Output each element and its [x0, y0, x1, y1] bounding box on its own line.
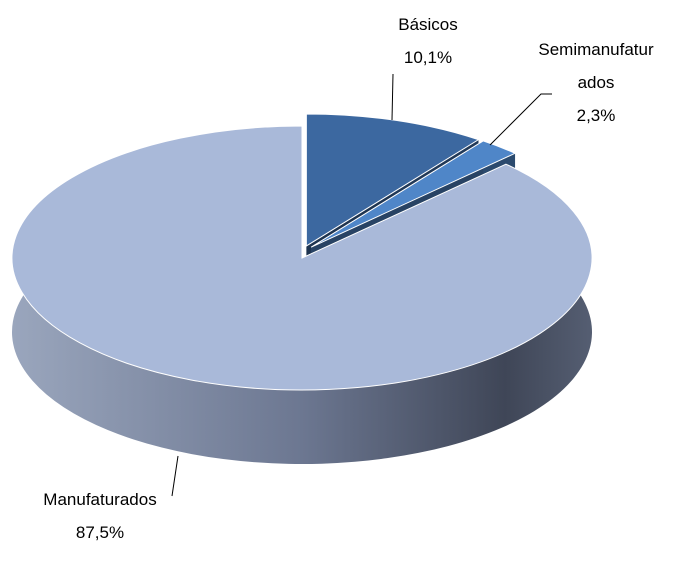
data-label: Básicos 10,1%: [373, 8, 483, 74]
category-label: Semimanufaturados: [538, 40, 654, 92]
data-label: Manufaturados 87,5%: [38, 483, 162, 549]
data-label: Semimanufaturados 2,3%: [537, 33, 655, 132]
slice: [310, 140, 517, 248]
leader-line: [489, 93, 552, 146]
leader-line: [391, 73, 394, 121]
value-label: 10,1%: [403, 48, 453, 67]
slice: [11, 125, 593, 391]
value-label: 2,3%: [576, 106, 616, 125]
category-label: Básicos: [398, 15, 458, 34]
category-label: Manufaturados: [43, 490, 157, 509]
value-label: 87,5%: [75, 523, 125, 542]
leader-line: [171, 455, 179, 497]
slice: [305, 113, 480, 247]
